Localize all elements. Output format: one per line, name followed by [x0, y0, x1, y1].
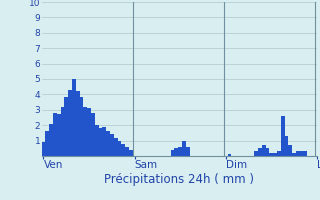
Bar	[171, 150, 174, 156]
Bar	[53, 113, 57, 156]
Bar	[258, 148, 262, 156]
X-axis label: Précipitations 24h ( mm ): Précipitations 24h ( mm )	[104, 173, 254, 186]
Bar	[262, 145, 266, 156]
Bar	[288, 145, 292, 156]
Bar	[80, 97, 83, 156]
Bar	[64, 97, 68, 156]
Bar	[49, 124, 53, 156]
Bar	[102, 127, 106, 156]
Bar	[296, 151, 300, 156]
Bar	[273, 153, 277, 156]
Bar	[83, 107, 87, 156]
Bar	[178, 147, 182, 156]
Bar	[87, 108, 91, 156]
Bar	[125, 147, 129, 156]
Bar	[72, 79, 76, 156]
Bar	[186, 147, 190, 156]
Bar	[300, 151, 303, 156]
Bar	[292, 153, 296, 156]
Bar	[95, 125, 99, 156]
Bar	[266, 148, 269, 156]
Bar	[60, 107, 64, 156]
Bar	[284, 136, 288, 156]
Bar	[228, 154, 231, 156]
Bar	[114, 138, 117, 156]
Bar	[91, 113, 95, 156]
Bar	[254, 151, 258, 156]
Bar	[57, 114, 60, 156]
Bar	[121, 144, 125, 156]
Bar	[281, 116, 284, 156]
Bar	[303, 151, 307, 156]
Bar	[269, 153, 273, 156]
Bar	[110, 134, 114, 156]
Bar	[117, 141, 121, 156]
Bar	[76, 91, 80, 156]
Bar	[277, 151, 281, 156]
Bar	[174, 148, 178, 156]
Bar	[182, 141, 186, 156]
Bar	[99, 128, 102, 156]
Bar	[45, 131, 49, 156]
Bar	[42, 142, 45, 156]
Bar	[106, 131, 110, 156]
Bar	[68, 90, 72, 156]
Bar	[129, 150, 133, 156]
